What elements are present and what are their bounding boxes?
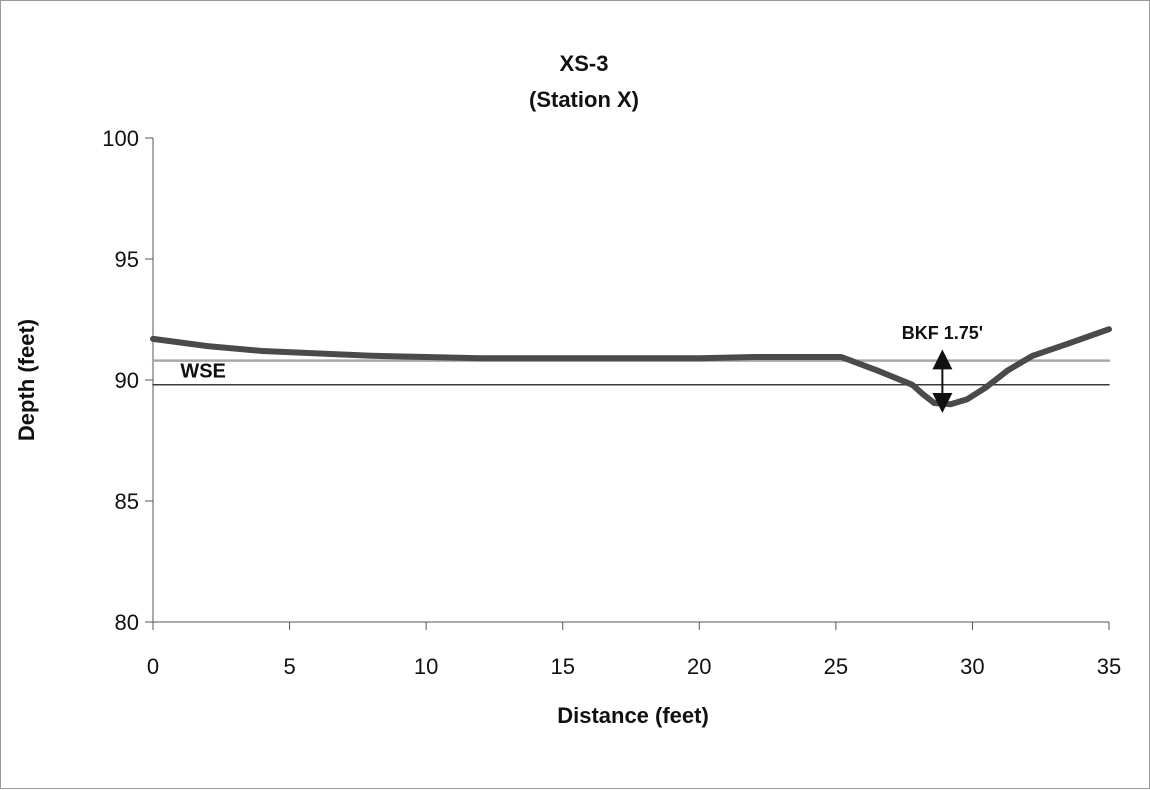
y-ticks: 80 85 90 95 100 (102, 126, 153, 635)
bankfull-annotation: BKF 1.75' (902, 323, 983, 343)
y-tick-label: 100 (102, 126, 139, 151)
y-tick-label: 90 (115, 368, 139, 393)
wse-label: WSE (180, 361, 226, 383)
x-tick-label: 20 (687, 654, 711, 679)
plot-area: 80 85 90 95 100 0 5 10 15 20 25 30 35 WSE BKF 1.75' (102, 126, 1121, 679)
x-tick-label: 15 (550, 654, 574, 679)
y-axis-title: Depth (feet) (14, 319, 39, 441)
chart-title: XS-3 (560, 51, 609, 76)
y-tick-label: 95 (115, 247, 139, 272)
x-tick-label: 35 (1097, 654, 1121, 679)
x-tick-label: 30 (960, 654, 984, 679)
chart-subtitle: (Station X) (529, 87, 639, 112)
y-tick-label: 80 (115, 610, 139, 635)
x-axis-title: Distance (feet) (557, 703, 709, 728)
x-tick-label: 25 (824, 654, 848, 679)
x-tick-label: 5 (283, 654, 295, 679)
x-tick-label: 0 (147, 654, 159, 679)
annotation-layer: WSE BKF 1.75' (180, 323, 983, 413)
x-ticks: 0 5 10 15 20 25 30 35 (147, 622, 1121, 679)
y-tick-label: 85 (115, 489, 139, 514)
ground-profile-line (150, 326, 1112, 408)
x-tick-label: 10 (414, 654, 438, 679)
